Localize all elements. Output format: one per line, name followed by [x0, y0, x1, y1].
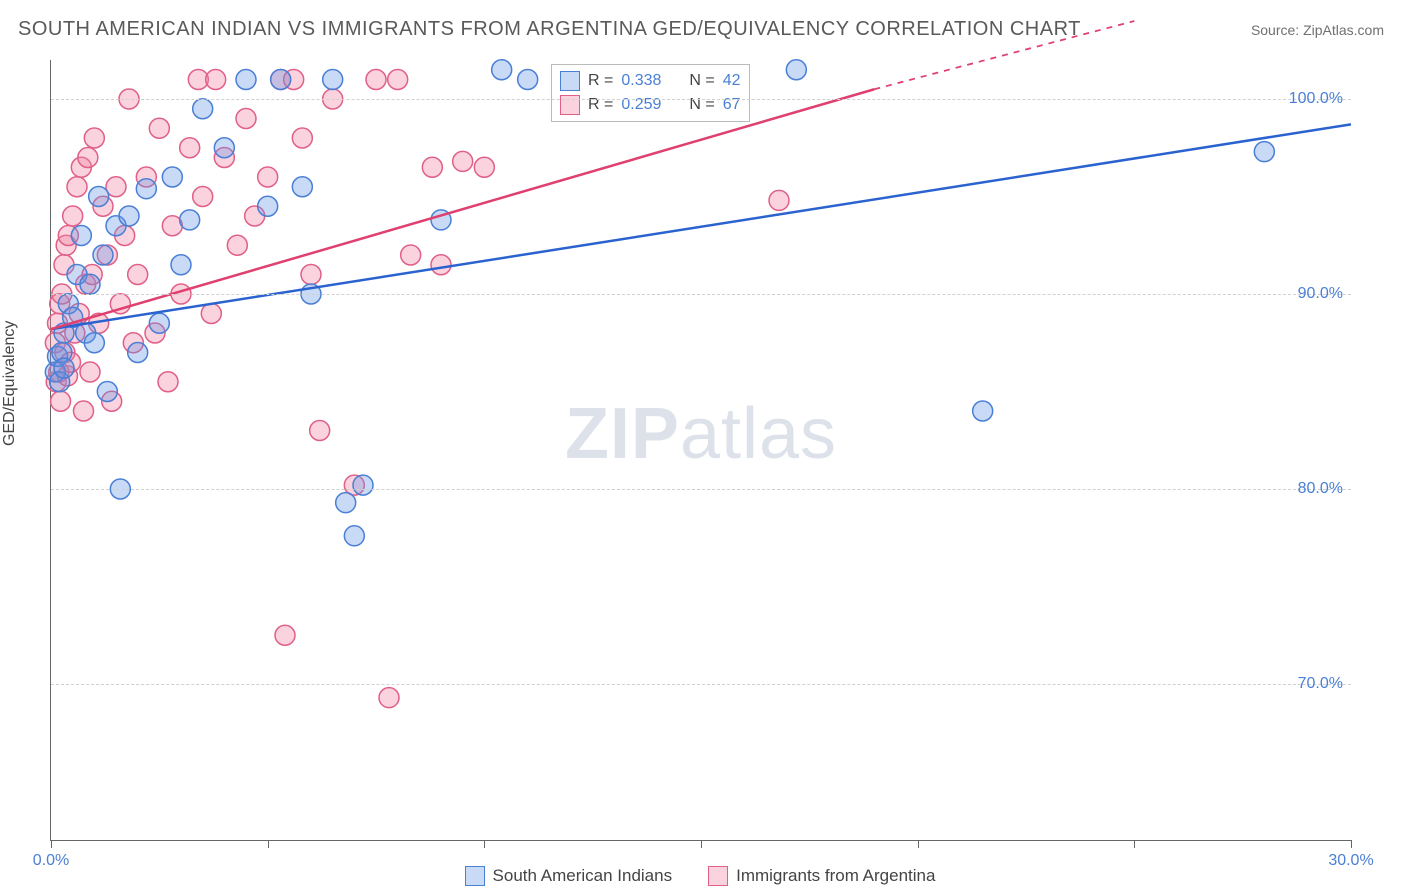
data-point	[193, 99, 213, 119]
chart-container: SOUTH AMERICAN INDIAN VS IMMIGRANTS FROM…	[0, 0, 1406, 892]
data-point	[89, 187, 109, 207]
gridline	[51, 99, 1351, 100]
data-point	[97, 382, 117, 402]
legend-stats-row: R =0.259N =67	[560, 93, 741, 117]
data-point	[51, 391, 71, 411]
xtick-mark	[268, 840, 269, 848]
xtick-mark	[484, 840, 485, 848]
ytick-label: 80.0%	[1298, 480, 1343, 498]
gridline	[51, 294, 1351, 295]
data-point	[84, 333, 104, 353]
xtick-mark	[1134, 840, 1135, 848]
data-point	[119, 206, 139, 226]
legend-swatch	[560, 71, 580, 91]
y-axis-label: GED/Equivalency	[1, 321, 19, 446]
data-point	[388, 70, 408, 90]
data-point	[193, 187, 213, 207]
legend-series: South American Indians Immigrants from Ar…	[50, 866, 1350, 886]
data-point	[786, 60, 806, 80]
data-point	[973, 401, 993, 421]
data-point	[162, 167, 182, 187]
legend-stats: R = 0.338 N = 42 R =0.259N =67	[551, 64, 750, 122]
gridline	[51, 684, 1351, 685]
data-point	[227, 235, 247, 255]
data-point	[292, 128, 312, 148]
data-point	[236, 109, 256, 129]
ytick-label: 70.0%	[1298, 675, 1343, 693]
xtick-mark	[51, 840, 52, 848]
data-point	[84, 128, 104, 148]
plot-area: ZIPatlas R =0.338N =42R =0.259N =67 70.0…	[50, 60, 1351, 841]
legend-N-label: N =	[689, 72, 714, 90]
data-point	[292, 177, 312, 197]
legend-series-name: South American Indians	[493, 866, 673, 886]
legend-N-value: 42	[723, 72, 741, 90]
data-point	[1254, 142, 1274, 162]
data-point	[67, 177, 87, 197]
legend-series-name: Immigrants from Argentina	[736, 866, 935, 886]
data-point	[136, 179, 156, 199]
data-point	[180, 210, 200, 230]
scatter-svg	[51, 60, 1351, 840]
data-point	[80, 274, 100, 294]
data-point	[344, 526, 364, 546]
source-attribution: Source: ZipAtlas.com	[1251, 22, 1384, 38]
data-point	[453, 151, 473, 171]
data-point	[401, 245, 421, 265]
legend-R-label: R =	[588, 72, 613, 90]
legend-swatch	[465, 866, 485, 886]
legend-series-item: South American Indians	[465, 866, 673, 886]
legend-series-item: Immigrants from Argentina	[708, 866, 935, 886]
data-point	[236, 70, 256, 90]
data-point	[93, 245, 113, 265]
data-point	[431, 255, 451, 275]
data-point	[301, 265, 321, 285]
data-point	[310, 421, 330, 441]
data-point	[128, 265, 148, 285]
data-point	[201, 304, 221, 324]
legend-R-value: 0.338	[621, 72, 661, 90]
data-point	[74, 401, 94, 421]
data-point	[180, 138, 200, 158]
data-point	[54, 358, 74, 378]
data-point	[474, 157, 494, 177]
data-point	[80, 362, 100, 382]
data-point	[149, 118, 169, 138]
legend-stats-row: R = 0.338 N = 42	[560, 69, 741, 93]
xtick-mark	[701, 840, 702, 848]
data-point	[206, 70, 226, 90]
gridline	[51, 489, 1351, 490]
data-point	[258, 167, 278, 187]
data-point	[769, 190, 789, 210]
chart-title: SOUTH AMERICAN INDIAN VS IMMIGRANTS FROM…	[18, 18, 1081, 41]
legend-swatch	[708, 866, 728, 886]
data-point	[171, 255, 191, 275]
data-point	[128, 343, 148, 363]
legend-swatch	[560, 95, 580, 115]
data-point	[78, 148, 98, 168]
xtick-mark	[1351, 840, 1352, 848]
data-point	[63, 206, 83, 226]
data-point	[492, 60, 512, 80]
trend-line	[51, 124, 1351, 329]
data-point	[379, 688, 399, 708]
xtick-mark	[918, 840, 919, 848]
ytick-label: 100.0%	[1289, 90, 1343, 108]
ytick-label: 90.0%	[1298, 285, 1343, 303]
data-point	[422, 157, 442, 177]
data-point	[149, 313, 169, 333]
data-point	[323, 70, 343, 90]
data-point	[258, 196, 278, 216]
data-point	[366, 70, 386, 90]
data-point	[336, 493, 356, 513]
data-point	[353, 475, 373, 495]
data-point	[271, 70, 291, 90]
data-point	[214, 138, 234, 158]
data-point	[158, 372, 178, 392]
data-point	[71, 226, 91, 246]
data-point	[275, 625, 295, 645]
data-point	[518, 70, 538, 90]
